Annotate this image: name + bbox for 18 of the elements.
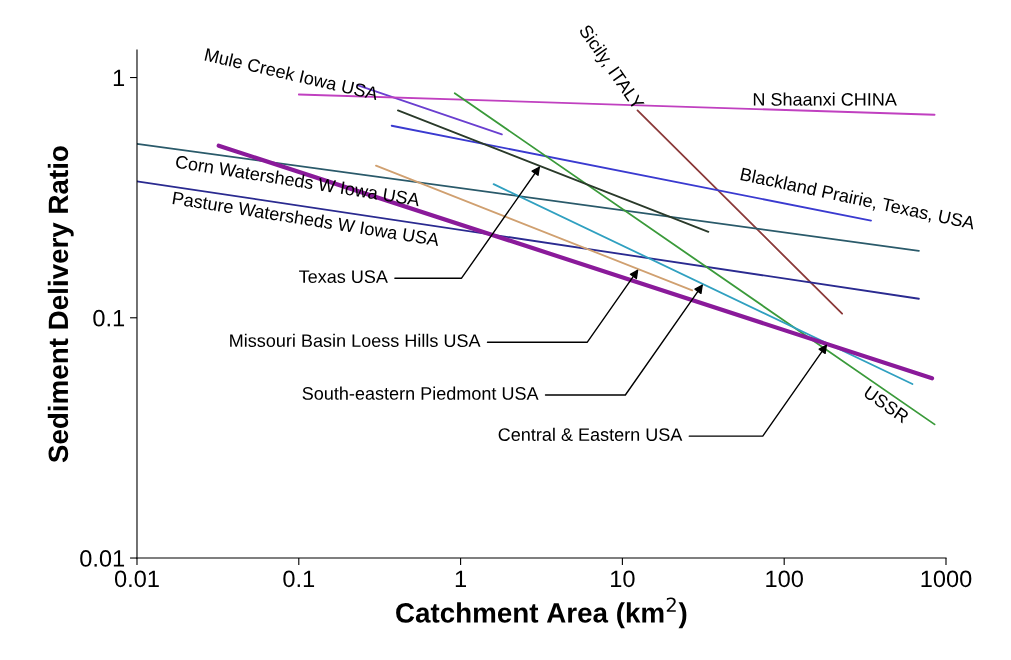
- text: Central & Eastern USA: [498, 427, 683, 441]
- text: Missouri Basin Loess Hills USA: [230, 333, 481, 348]
- y-tick-label: 0.1: [93, 309, 125, 327]
- x-tick-label: 10: [611, 570, 635, 588]
- text: Mule Creek Iowa USA: [204, 47, 380, 101]
- x-tick-label: 0.1: [283, 570, 315, 588]
- y-tick-label: 1: [113, 69, 125, 87]
- y-tick-label: 0.01: [80, 550, 125, 567]
- x-axis-title: Catchment Area (km$^{2}$): [396, 597, 687, 629]
- series-label: N Shaanxi CHINA: [753, 92, 897, 106]
- text: Texas USA: [299, 270, 388, 284]
- text: South-eastern Piedmont USA: [302, 386, 539, 400]
- x-tick-label: 1: [455, 570, 467, 587]
- text: Blackland Prairie, Texas, USA: [739, 167, 976, 232]
- x-tick-label: 1000: [921, 570, 972, 588]
- x-tick-label: 0.01: [114, 570, 159, 588]
- x-tick-label: 100: [766, 570, 803, 588]
- y-axis-title: Sediment Delivery Ratio: [47, 146, 74, 463]
